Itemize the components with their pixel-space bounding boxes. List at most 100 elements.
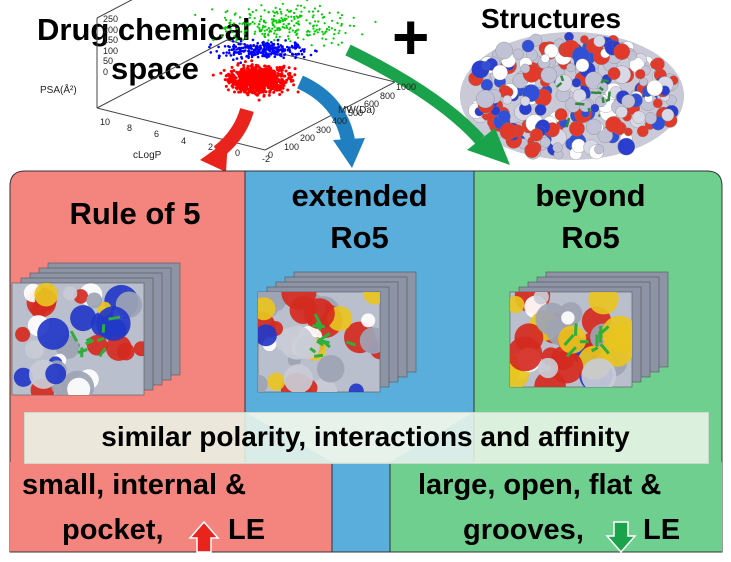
- scatter-point: [296, 90, 300, 94]
- scatter-point: [262, 54, 266, 58]
- scatter-point: [222, 51, 225, 55]
- protein-structure-image: [460, 31, 684, 160]
- scatter-point: [245, 73, 249, 77]
- scatter-point: [275, 21, 278, 24]
- scatter-point: [239, 42, 242, 46]
- scatter-point: [273, 55, 277, 58]
- scatter-point: [330, 27, 333, 30]
- scatter-point: [280, 66, 284, 70]
- pocket-surface-blob: [45, 363, 67, 385]
- scatter-point: [313, 7, 317, 10]
- scatter-point: [302, 38, 305, 41]
- scatter-point: [262, 24, 265, 27]
- scatter-point: [260, 28, 263, 31]
- extended-ro5-title-line1: extended: [291, 178, 428, 213]
- scatter-point: [284, 69, 288, 73]
- scatter-point: [238, 70, 242, 74]
- scatter-point: [260, 78, 264, 82]
- scatter-point: [311, 10, 315, 13]
- scatter-point: [320, 13, 323, 16]
- scatter-point: [249, 64, 253, 68]
- protein-atom-sphere: [607, 67, 621, 80]
- ro5-title: Rule of 5: [69, 196, 201, 231]
- scatter-point: [293, 73, 297, 77]
- scatter-point: [244, 36, 247, 40]
- scatter-point: [239, 61, 242, 64]
- scatter-point: [283, 17, 286, 20]
- scatter-point: [257, 90, 261, 93]
- ro5-bottom-line2-a: pocket,: [62, 514, 164, 546]
- scatter-point: [312, 24, 315, 27]
- scatter-point: [266, 54, 269, 57]
- scatter-point: [276, 73, 280, 77]
- scatter-point: [278, 65, 282, 69]
- scatter-point: [323, 22, 326, 25]
- scatter-point: [247, 52, 251, 55]
- scatter-point: [283, 53, 287, 56]
- scatter-point: [230, 23, 233, 27]
- scatter-point: [281, 19, 285, 22]
- scatter-point: [245, 85, 249, 89]
- scatter-point: [267, 27, 270, 30]
- scatter-point: [302, 55, 306, 59]
- scatter-point: [280, 54, 283, 58]
- scatter-point: [225, 54, 228, 57]
- scatter-point: [261, 26, 264, 29]
- scatter-point: [228, 21, 231, 25]
- scatter-point: [272, 18, 275, 21]
- scatter-point: [315, 28, 318, 31]
- scatter-point: [303, 48, 306, 51]
- scatter-point: [249, 74, 253, 78]
- scatter-point: [230, 72, 234, 76]
- scatter-point: [232, 43, 236, 47]
- scatter-point: [253, 32, 256, 36]
- scatter-point: [276, 38, 280, 42]
- scatter-point: [272, 84, 276, 88]
- scatter-point: [217, 54, 221, 58]
- scatter-point: [285, 26, 289, 29]
- scatter-point: [236, 63, 240, 67]
- scatter-point: [296, 32, 299, 35]
- scatter-point: [293, 67, 297, 71]
- scatter-point: [258, 87, 262, 91]
- scatter-point: [288, 22, 291, 25]
- scatter-point: [222, 68, 226, 72]
- scatter-point: [352, 16, 355, 19]
- scatter-point: [209, 51, 213, 54]
- scatter-point: [328, 28, 331, 31]
- scatter-point: [233, 13, 236, 16]
- scatter-point: [187, 29, 190, 32]
- points-green-cluster: [187, 0, 377, 47]
- pocket-surface-blob: [316, 355, 345, 383]
- scatter-point: [231, 48, 235, 51]
- scatter-point: [254, 30, 257, 33]
- scatter-point: [238, 16, 242, 19]
- scatter-point: [249, 14, 252, 17]
- scatter-point: [352, 24, 355, 28]
- scatter-point: [261, 43, 265, 46]
- scatter-point: [295, 22, 298, 25]
- scatter-point: [295, 53, 298, 56]
- scatter-point: [240, 88, 244, 92]
- scatter-point: [280, 12, 283, 15]
- protein-atom-sphere: [524, 142, 540, 158]
- scatter-point: [300, 52, 304, 56]
- scatter-point: [245, 29, 248, 32]
- scatter-point: [233, 35, 236, 38]
- scatter-point: [224, 28, 227, 31]
- scatter-point: [263, 34, 266, 37]
- scatter-point: [247, 56, 250, 60]
- protein-atom-sphere: [580, 35, 589, 44]
- scatter-point: [297, 20, 300, 23]
- scatter-point: [262, 47, 266, 51]
- scatter-point: [276, 27, 279, 30]
- scatter-point: [337, 11, 340, 14]
- scatter-point: [281, 25, 284, 29]
- scatter-point: [272, 51, 276, 55]
- scatter-point: [276, 12, 279, 15]
- ligand-bond: [108, 315, 121, 321]
- scatter-point: [258, 74, 262, 77]
- ligand-bond: [85, 337, 92, 343]
- scatter-point: [337, 43, 340, 46]
- points-red-cluster: [211, 59, 300, 102]
